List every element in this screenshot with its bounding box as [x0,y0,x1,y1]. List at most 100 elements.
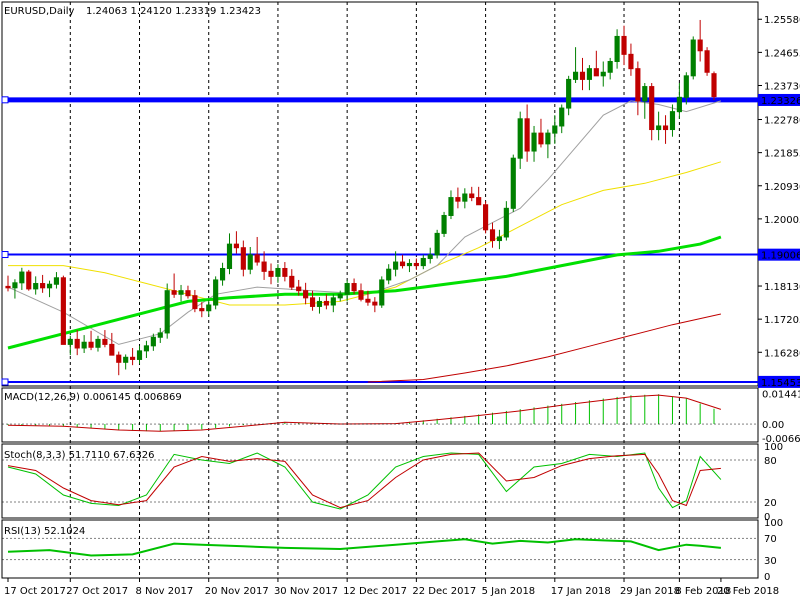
date-tick-label: 22 Dec 2017 [412,586,476,597]
candle-body [614,35,620,63]
candle-body [496,236,503,242]
candle-body [95,338,101,348]
price-tag-box [758,248,800,261]
candle-body [157,332,163,338]
stoch-tick-label: 80 [764,456,777,467]
candle-body [593,68,599,77]
price-tick-label: 1.20930 [764,182,800,193]
price-tick-label: 1.24655 [764,48,800,59]
candle-body [40,283,46,289]
candle-body [199,308,205,312]
candle-body [656,125,662,131]
indicator-layer [2,394,758,561]
price-tag-label: 1.23326 [761,96,800,107]
date-tick-label: 8 Feb 2018 [675,586,731,597]
candle-body [441,214,447,234]
rsi-tick-label: 30 [764,556,777,567]
candle-body [226,243,233,269]
candle-body [621,35,627,55]
candle-body [46,283,53,289]
candle-body [559,107,565,127]
candle-body [600,71,606,77]
candle-body [358,290,364,300]
candle-body [303,290,309,299]
candle-body [67,338,73,345]
candle-body [296,286,302,292]
date-tick-label: 27 Oct 2017 [66,586,128,597]
price-tick-label: 1.20005 [764,215,800,226]
candle-body [448,197,454,216]
candle-body [669,111,676,131]
symbol-ohlc-label: EURUSD,Daily [4,6,75,17]
candle-body [579,71,586,80]
candle-body [524,118,530,152]
price-tag-label: 1.15453 [761,378,800,389]
rsi-label: RSI(13) 52.1024 [4,526,85,537]
date-tick-label: 20 Feb 2018 [717,586,779,597]
price-layer [1,19,758,386]
text-layer: 1.25580 1.24655 1.23730 1.22780 1.21855 1.209… [4,15,800,597]
candle-body [136,350,143,360]
candle-body [393,261,399,270]
candle-body [455,197,461,202]
price-tick-label: 1.23730 [764,81,800,92]
candle-body [130,356,136,360]
candle-body [649,86,655,131]
candle-body [164,290,170,334]
ma-yellow-line [8,161,722,306]
date-tick-label: 29 Jan 2018 [620,586,680,597]
candle-body [268,270,274,277]
candle-body [469,193,475,199]
candle-body [503,207,509,238]
candle-body [552,125,558,134]
candle-body [109,343,115,356]
stoch-label: Stoch(8,3,3) 51.7110 67.6326 [4,450,155,461]
candle-body [517,118,523,159]
candle-body [662,125,669,131]
candle-body [572,71,579,80]
candle-body [635,68,641,102]
candle-body [102,338,108,345]
rsi-line [7,538,722,557]
candle-body [185,290,191,297]
rsi-tick-label: 100 [764,518,783,529]
candle-body [690,39,696,77]
candle-body [386,268,392,281]
candle-body [206,304,212,312]
candle-body [123,356,129,363]
candle-body [213,279,219,306]
candle-body [489,229,496,242]
stoch-main-line [7,452,722,510]
date-tick-label: 12 Dec 2017 [343,586,407,597]
candle-body [434,232,440,256]
price-tick-label: 1.22780 [764,116,800,127]
candle-body [254,254,260,263]
candle-body [462,193,468,202]
candle-body [344,283,350,295]
price-tick-label: 1.18130 [764,282,800,293]
candle-body [406,262,413,267]
panel-border-sto [1,443,759,519]
candle-body [289,275,295,288]
panel-border-macd [1,387,759,443]
price-tag-box [758,375,800,388]
candle-body [150,336,156,347]
candle-body [330,297,336,306]
candle-body [240,247,246,270]
candle-body [316,300,323,307]
price-tick-label: 1.17205 [764,315,800,326]
candle-body [365,298,371,303]
level-anchor [1,96,9,104]
candle-body [81,341,87,349]
candle-body [33,283,39,290]
candle-body [510,157,516,209]
ohlc-values-label: 1.24063 1.24120 1.23319 1.23423 [86,6,261,17]
candle-body [538,132,544,145]
candle-body [116,354,122,363]
date-tick-label: 30 Nov 2017 [274,586,338,597]
candle-body [74,338,80,349]
candle-body [711,73,717,98]
date-tick-label: 17 Jan 2018 [551,586,611,597]
